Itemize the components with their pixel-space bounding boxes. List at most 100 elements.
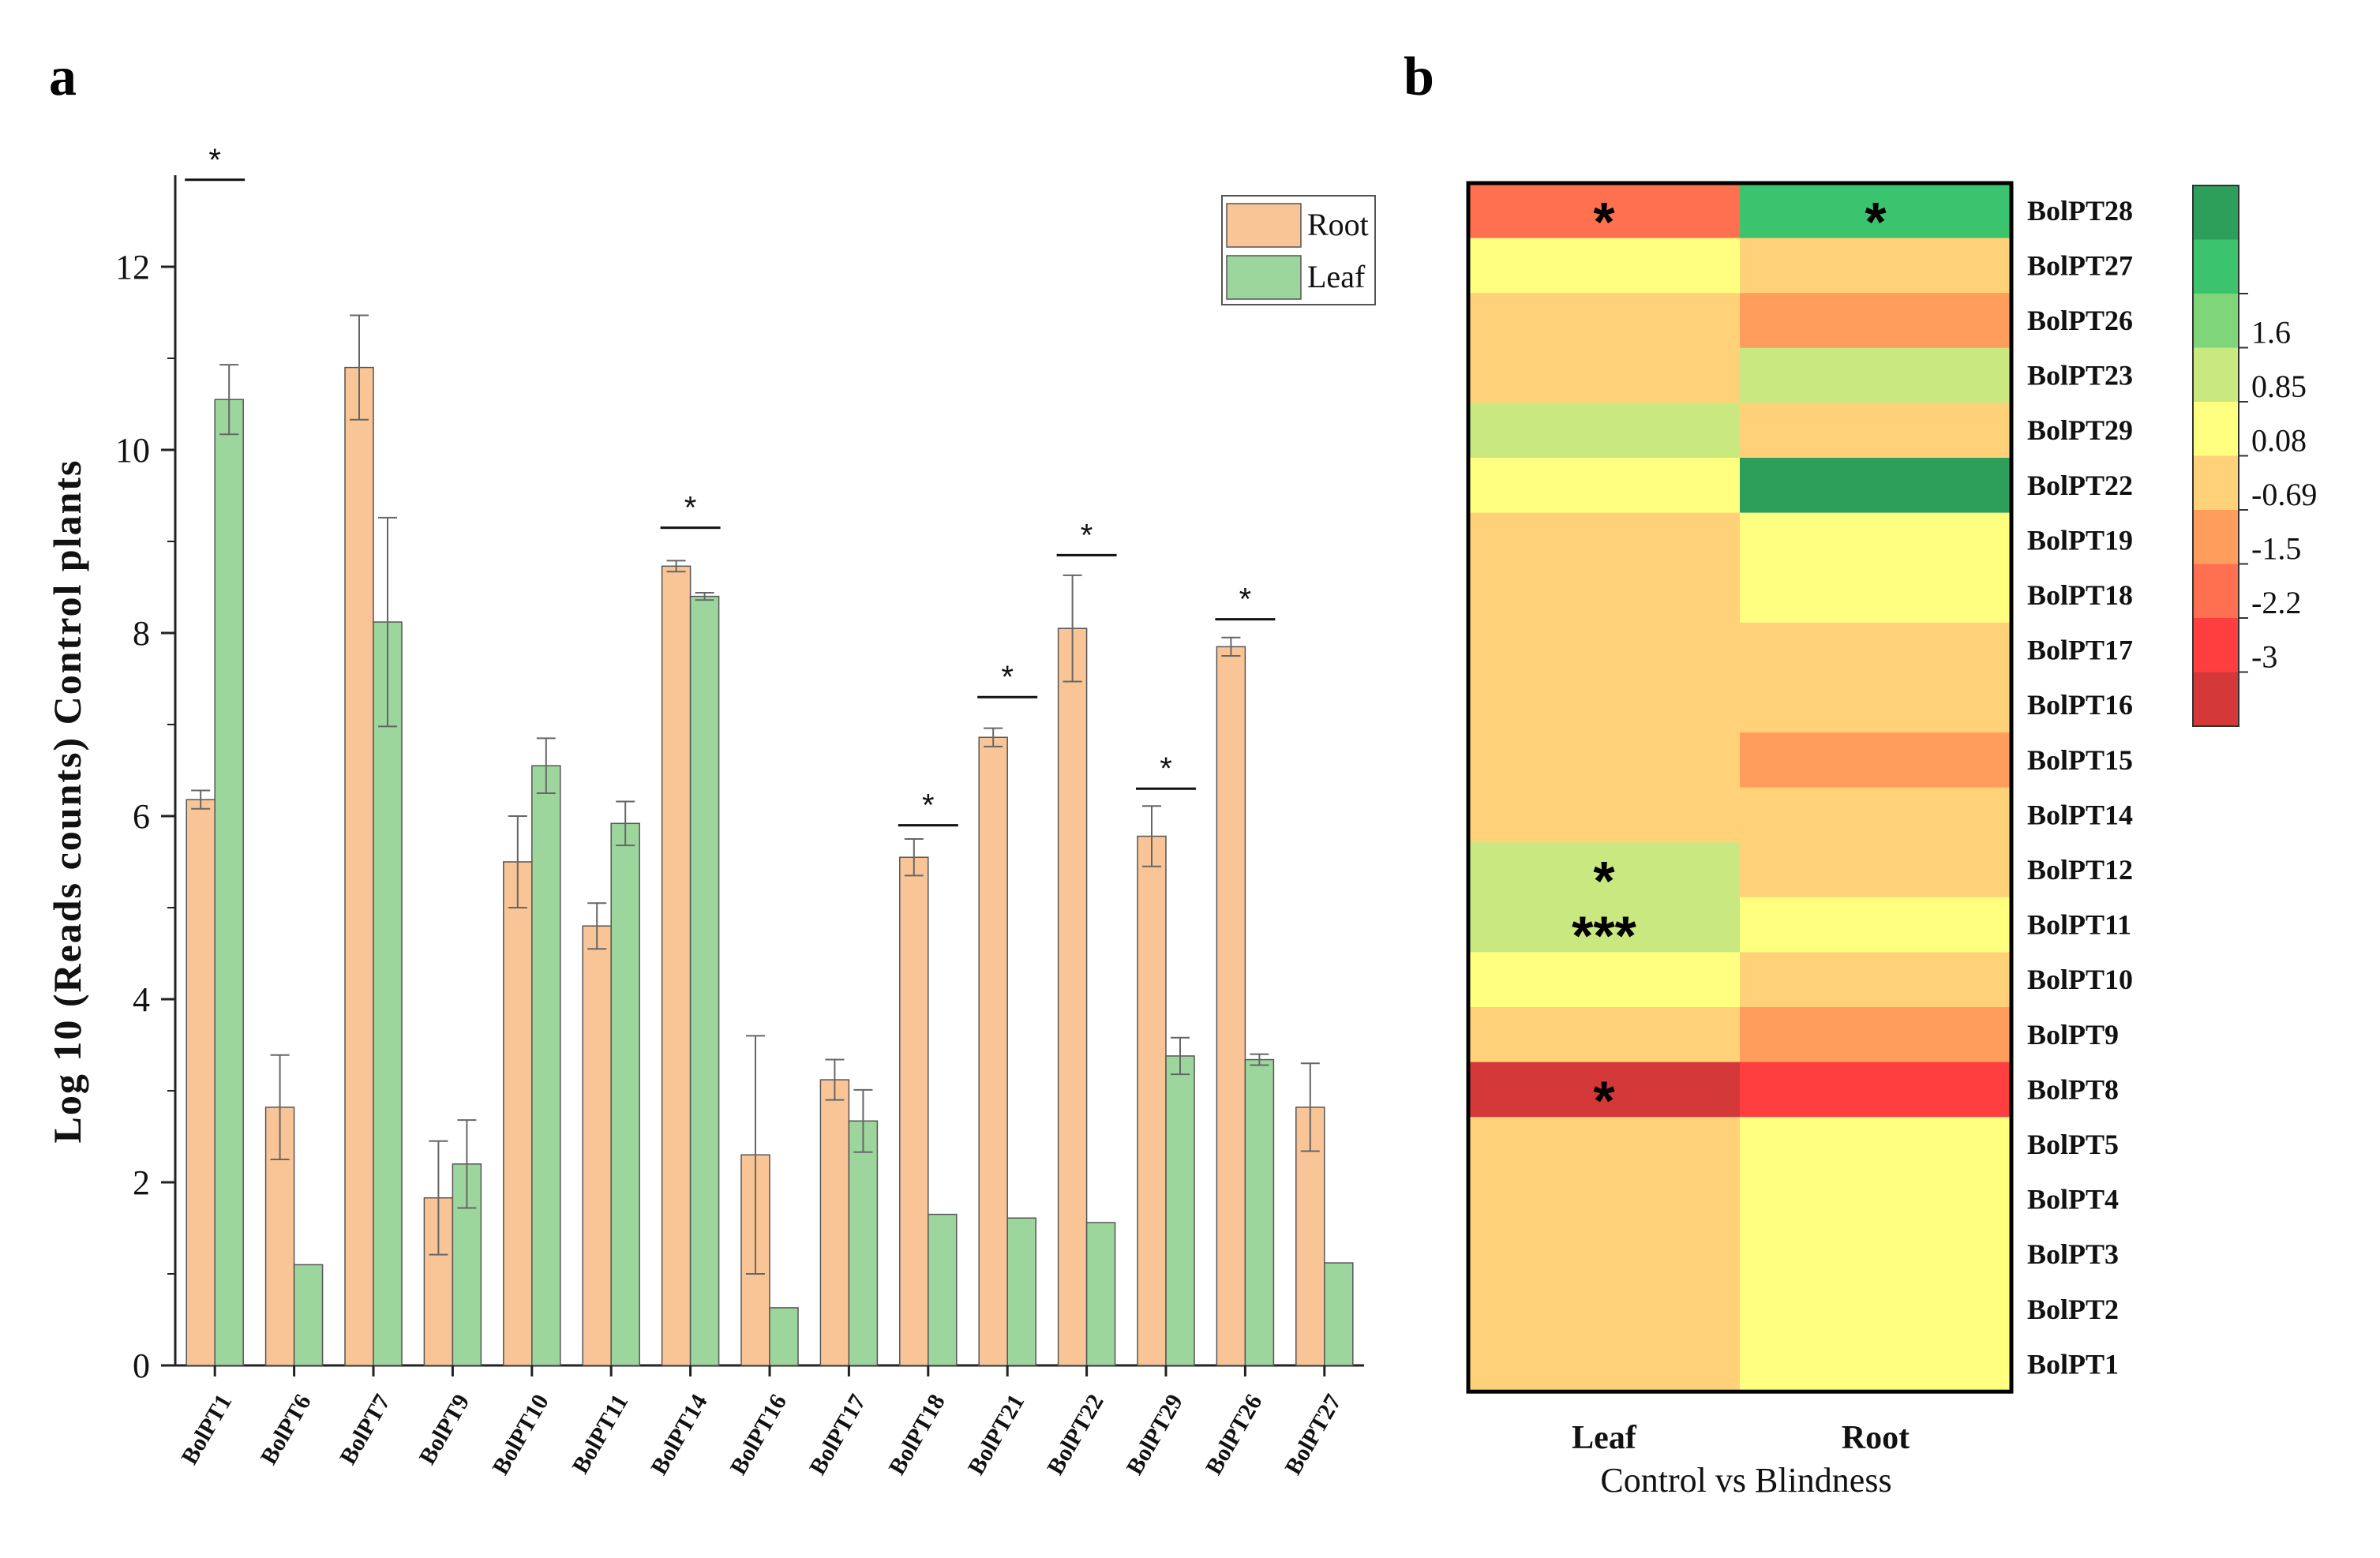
heatmap-cell [1740, 347, 2012, 403]
heatmap-row-label: BolPT17 [2027, 635, 2133, 666]
heatmap-row-label: BolPT19 [2027, 524, 2133, 556]
legend-label-leaf: Leaf [1307, 259, 1366, 294]
bar-root [1216, 646, 1246, 1366]
heatmap-row-label: BolPT16 [2027, 689, 2133, 721]
bar-root [819, 1079, 850, 1366]
y-tick-label: 4 [133, 980, 150, 1019]
colorbar-segment [2193, 185, 2239, 240]
heatmap-row-label: BolPT27 [2027, 249, 2133, 281]
colorbar-segment [2193, 510, 2239, 564]
heatmap-cell [1468, 458, 1741, 514]
heatmap-cell [1740, 842, 2012, 898]
bar-root [661, 565, 692, 1366]
heatmap-star: *** [1572, 905, 1636, 967]
colorbar-segment [2193, 294, 2239, 348]
heatmap-cell [1740, 1117, 2012, 1173]
x-tick-label: BolPT26 [1201, 1390, 1267, 1479]
heatmap-star: * [1593, 1069, 1615, 1131]
heatmap-row-label: BolPT8 [2027, 1073, 2119, 1105]
heatmap-column-labels: Leaf Root [1572, 1420, 1910, 1456]
significance-star: * [1081, 518, 1093, 552]
heatmap-cell [1468, 1171, 1741, 1227]
x-tick-label: BolPT21 [963, 1390, 1029, 1479]
heatmap-cell [1740, 732, 2012, 788]
heatmap-cell [1468, 732, 1741, 788]
heatmap-cell [1468, 1062, 1741, 1118]
heatmap-row-label: BolPT12 [2027, 854, 2133, 886]
panel-a-letter: a [49, 47, 77, 107]
x-tick-label: BolPT9 [414, 1390, 475, 1469]
heatmap-cell [1468, 677, 1741, 733]
heatmap-row-label: BolPT22 [2027, 470, 2133, 501]
heatmap-cell [1740, 1007, 2012, 1063]
heatmap-cell [1740, 458, 2012, 514]
heatmap-star: * [1865, 191, 1887, 253]
bar-leaf [1244, 1058, 1275, 1366]
bar-leaf [769, 1307, 799, 1366]
colorbar-segment [2193, 672, 2239, 727]
bar-root [582, 925, 612, 1366]
bar-leaf [689, 595, 720, 1366]
bar-leaf [928, 1213, 958, 1366]
y-axis-title: Log 10 (Reads counts) Control plants [45, 459, 89, 1144]
bar-leaf [293, 1264, 324, 1366]
heatmap-cell [1740, 1282, 2012, 1338]
bar-leaf [373, 621, 403, 1366]
colorbar-label: 1.6 [2251, 315, 2291, 350]
colorbar-label: -2.2 [2251, 585, 2301, 620]
significance-star: * [922, 788, 935, 823]
significance-star: * [1001, 660, 1014, 695]
significance-star: * [1239, 582, 1252, 617]
colorbar-segment [2193, 239, 2239, 294]
heatmap-cell [1468, 1117, 1741, 1173]
bar-root [978, 736, 1008, 1366]
x-axis: BolPT1 BolPT6 BolPT7 BolPT9 BolPT10 BolPT11 Bo… [176, 1365, 1347, 1479]
heatmap-star: * [1593, 850, 1615, 912]
bar-root [1057, 627, 1088, 1366]
colorbar-segment [2193, 455, 2239, 511]
heatmap-cell [1740, 293, 2012, 349]
heatmap-cell [1468, 1007, 1741, 1063]
heatmap-star: * [1593, 191, 1615, 253]
heatmap: * ****** BolPT28BolPT27BolPT26BolPT23BolP… [1466, 181, 2317, 1500]
heatmap-column-label: Leaf [1572, 1420, 1637, 1456]
significance-star: * [684, 491, 697, 526]
bar-root [1137, 835, 1167, 1366]
heatmap-cell [1740, 183, 2012, 239]
x-tick-label: BolPT14 [646, 1390, 712, 1479]
y-tick-label: 12 [115, 248, 150, 287]
x-tick-label: BolPT1 [176, 1390, 237, 1469]
heatmap-cell [1740, 897, 2012, 953]
bars [186, 314, 1354, 1366]
heatmap-cell [1468, 1336, 1741, 1392]
heatmap-cell [1740, 952, 2012, 1008]
colorbar: 1.6 0.85 0.08 -0.69 -1.5 -2.2 -3 [2192, 185, 2317, 727]
heatmap-cells [1466, 181, 2014, 1394]
heatmap-cell [1468, 622, 1741, 678]
y-tick-label: 2 [133, 1163, 150, 1202]
colorbar-segment [2193, 564, 2239, 619]
x-tick-label: BolPT18 [883, 1390, 950, 1479]
y-tick-label: 6 [133, 797, 150, 836]
colorbar-label: -1.5 [2251, 531, 2301, 567]
heatmap-column-label: Root [1842, 1420, 1910, 1456]
heatmap-row-label: BolPT4 [2027, 1184, 2119, 1215]
heatmap-cell [1740, 677, 2012, 733]
heatmap-row-label: BolPT29 [2027, 414, 2133, 446]
x-tick-label: BolPT11 [568, 1390, 634, 1478]
heatmap-cell [1740, 1227, 2012, 1283]
heatmap-row-label: BolPT28 [2027, 195, 2133, 227]
colorbar-label: -0.69 [2251, 477, 2317, 512]
bar-leaf [531, 765, 561, 1366]
significance-star: * [208, 143, 221, 178]
heatmap-cell [1468, 293, 1741, 349]
colorbar-label: 0.85 [2251, 369, 2307, 404]
legend-label-root: Root [1307, 207, 1369, 242]
panel-b-letter: b [1404, 47, 1434, 107]
heatmap-row-label: BolPT11 [2027, 909, 2131, 941]
x-tick-label: BolPT17 [804, 1390, 871, 1479]
colorbar-label: 0.08 [2251, 423, 2307, 459]
y-tick-label: 0 [133, 1346, 150, 1385]
significance-marks: * * * * * * * [185, 143, 1276, 827]
